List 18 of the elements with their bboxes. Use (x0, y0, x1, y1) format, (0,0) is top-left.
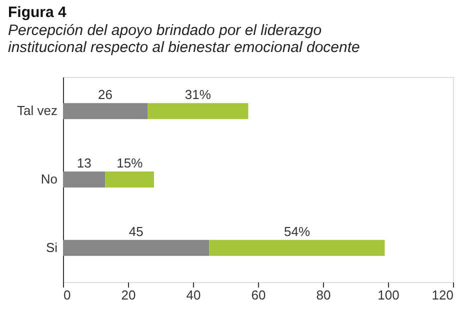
x-tick-label: 20 (121, 288, 136, 302)
data-label: 54% (284, 224, 310, 239)
data-label: 45 (128, 224, 144, 239)
x-tick-label: 40 (186, 288, 201, 302)
x-tick-label: 60 (251, 288, 266, 302)
data-label: 31% (184, 87, 212, 102)
chart-subtitle: Percepción del apoyo brindado por el liderazgo institucional respecto al bienestar emocional docente (8, 22, 360, 56)
x-tick-label: 0 (64, 288, 71, 302)
x-tick-label: 100 (378, 288, 400, 302)
data-label: 15% (116, 156, 144, 170)
x-tick-label: 120 (432, 288, 454, 302)
data-label: 13 (76, 156, 92, 170)
data-label: 26 (98, 87, 112, 102)
y-tick-label: No (40, 172, 58, 186)
chart-title: Figura 4 (8, 4, 67, 21)
x-tick-label: 80 (316, 288, 331, 302)
y-tick-label: Tal vez (17, 103, 58, 118)
y-tick-label: Si (46, 240, 58, 255)
